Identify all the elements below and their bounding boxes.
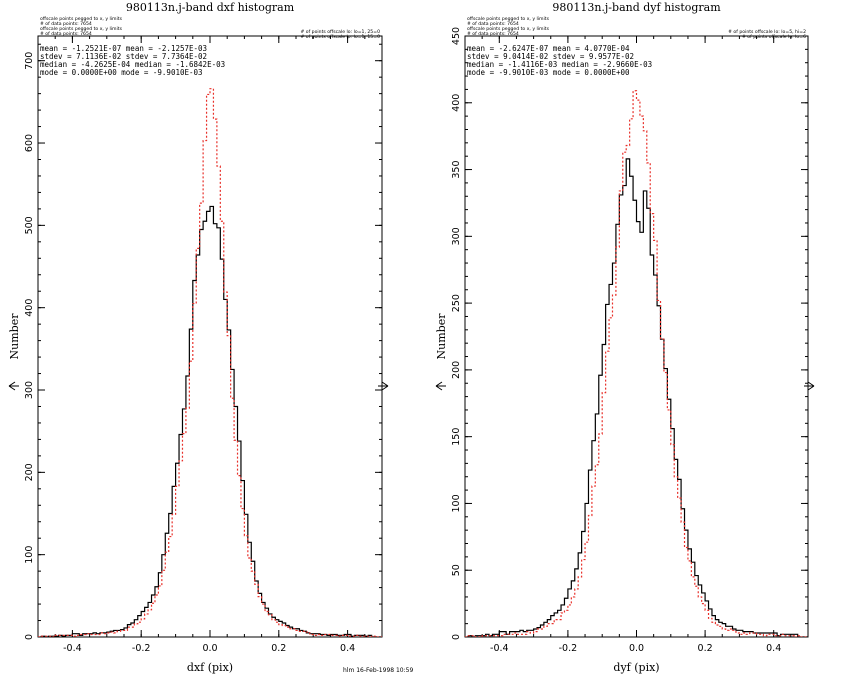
left-edge-arrow	[435, 381, 446, 391]
histogram-dashed-series	[38, 88, 382, 637]
y-tick-label: 150	[451, 428, 462, 446]
y-tick-label: 200	[24, 463, 35, 481]
header-note: # of data points: 7654	[40, 21, 92, 27]
y-tick-label: 450	[451, 27, 462, 45]
y-tick-label: 200	[451, 361, 462, 379]
header-note: # of points offscale lo: lo=5, hi=2	[728, 29, 806, 35]
histogram-dashed-series	[465, 90, 808, 637]
y-tick-label: 100	[451, 494, 462, 512]
header-note: # of points offscale lo: lo=1, 15=0	[300, 34, 380, 40]
header-note: offscale points pegged to x, y limits	[40, 26, 123, 32]
header-note: offscale points pegged to x, y limits	[467, 26, 550, 32]
histogram-solid-series	[38, 205, 382, 637]
footer-timestamp: hlm 16-Feb-1998 10:59	[343, 667, 413, 674]
y-tick-label: 250	[451, 294, 462, 312]
header-note: offscale points pegged to x, y limits	[40, 16, 123, 22]
y-tick-label: 100	[24, 546, 35, 564]
header-note: offscale points pegged to x, y limits	[467, 16, 550, 22]
x-tick-label: 0.2	[271, 643, 286, 654]
stat-line: mode = 0.0000E+00 mode = -9.9010E-03	[40, 68, 203, 77]
x-axis-label: dyf (pix)	[613, 661, 659, 674]
x-tick-label: -0.4	[63, 643, 82, 654]
right-edge-arrow	[804, 381, 815, 391]
header-note: # of data points: 7654	[467, 21, 519, 27]
stat-line: median = -4.2625E-04 median = -1.6842E-0…	[40, 60, 225, 69]
x-tick-label: 0.0	[629, 643, 644, 654]
chart-title: 980113n.j-band dyf histogram	[552, 1, 721, 14]
y-tick-label: 400	[24, 299, 35, 317]
y-tick-label: 50	[451, 564, 462, 576]
y-tick-label: 0	[24, 634, 35, 640]
y-axis-label: Number	[8, 313, 21, 360]
stat-line: mean = -1.2521E-07 mean = -2.1257E-03	[40, 44, 207, 53]
left-edge-arrow	[8, 381, 19, 391]
right-edge-arrow	[378, 381, 389, 391]
header-note: # of data points: 7654	[40, 31, 92, 37]
stat-line: mean = -2.6247E-07 mean = 4.0770E-04	[467, 44, 630, 53]
stat-line: mode = -9.9010E-03 mode = 0.0000E+00	[467, 68, 630, 77]
y-tick-label: 350	[451, 160, 462, 178]
x-tick-label: -0.4	[490, 643, 509, 654]
x-tick-label: 0.4	[766, 643, 781, 654]
y-tick-label: 0	[451, 634, 462, 640]
stat-line: stdev = 9.0414E-02 stdev = 9.9577E-02	[467, 52, 634, 61]
x-axis-label: dxf (pix)	[187, 661, 233, 674]
plot-frame	[37, 35, 383, 638]
histogram-solid-series	[465, 158, 808, 637]
y-axis-label: Number	[435, 313, 448, 360]
plot-frame	[464, 35, 809, 638]
y-tick-label: 600	[24, 134, 35, 152]
chart-title: 980113n.j-band dxf histogram	[126, 1, 295, 14]
x-tick-label: 0.2	[698, 643, 713, 654]
y-tick-label: 700	[24, 52, 35, 70]
stat-line: median = -1.4116E-03 median = -2.9660E-0…	[467, 60, 652, 69]
y-tick-label: 400	[451, 94, 462, 112]
y-tick-label: 300	[24, 381, 35, 399]
x-tick-label: -0.2	[132, 643, 151, 654]
header-note: # of points offscale lo: lo=1, 25=0	[300, 29, 380, 35]
x-tick-label: 0.0	[202, 643, 217, 654]
header-note: # of data points: 7654	[467, 31, 519, 37]
y-tick-label: 300	[451, 227, 462, 245]
x-tick-label: -0.2	[559, 643, 578, 654]
x-tick-label: 0.4	[340, 643, 355, 654]
stat-line: stdev = 7.1136E-02 stdev = 7.7364E-02	[40, 52, 207, 61]
y-tick-label: 500	[24, 216, 35, 234]
